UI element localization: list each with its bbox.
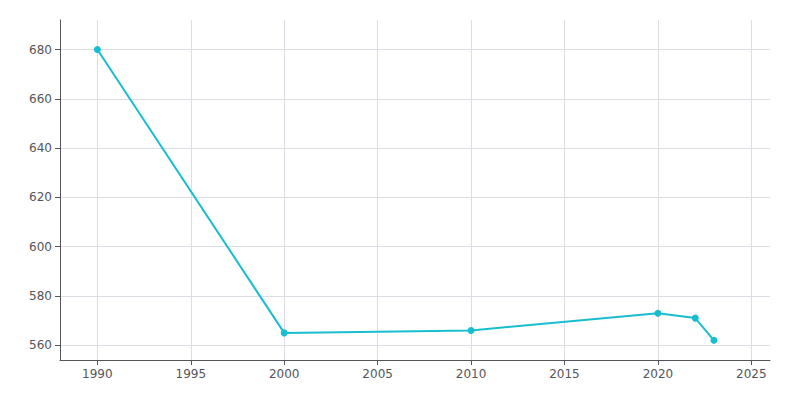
svg-text:1995: 1995	[176, 367, 207, 381]
svg-text:1990: 1990	[82, 367, 113, 381]
svg-text:640: 640	[29, 141, 52, 155]
svg-text:580: 580	[29, 289, 52, 303]
svg-text:2005: 2005	[362, 367, 393, 381]
svg-text:680: 680	[29, 43, 52, 57]
svg-text:2010: 2010	[456, 367, 487, 381]
svg-text:2000: 2000	[269, 367, 300, 381]
svg-text:620: 620	[29, 190, 52, 204]
svg-text:2020: 2020	[643, 367, 674, 381]
svg-text:2015: 2015	[549, 367, 580, 381]
svg-text:660: 660	[29, 92, 52, 106]
svg-text:560: 560	[29, 338, 52, 352]
svg-text:600: 600	[29, 240, 52, 254]
svg-text:2025: 2025	[736, 367, 767, 381]
